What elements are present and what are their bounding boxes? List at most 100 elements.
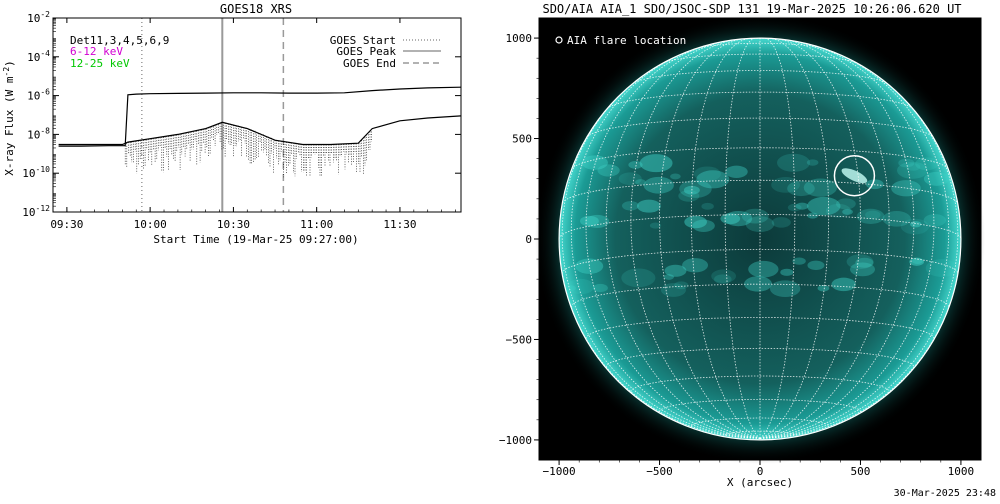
longitude-line bbox=[630, 39, 761, 439]
longitude-line bbox=[561, 74, 761, 439]
aia-y-tick-label: 500 bbox=[512, 133, 532, 146]
goes-x-axis-label: Start Time (19-Mar-25 09:27:00) bbox=[153, 233, 358, 246]
active-region-blob bbox=[580, 215, 599, 227]
active-region-blob bbox=[807, 260, 825, 271]
longitude-line bbox=[724, 38, 761, 439]
active-region-blob bbox=[923, 171, 950, 186]
active-region-blob bbox=[891, 180, 921, 197]
heliographic-grid bbox=[559, 38, 961, 439]
active-region-blob bbox=[639, 154, 673, 173]
longitude-line bbox=[570, 49, 761, 439]
active-region-blob bbox=[684, 215, 707, 229]
active-region-blob bbox=[831, 277, 856, 292]
active-region-blob bbox=[806, 159, 819, 166]
goes-title: GOES18 XRS bbox=[220, 2, 292, 16]
goes-x-tick-label: 09:30 bbox=[50, 218, 83, 231]
longitude-line bbox=[759, 38, 861, 439]
active-region-blob bbox=[592, 283, 608, 293]
longitude-line bbox=[759, 49, 950, 439]
active-region-blob bbox=[923, 214, 947, 227]
goes-axes-frame bbox=[52, 17, 462, 213]
goes-y-tick-label: 10-6 bbox=[27, 88, 50, 103]
active-region-blob bbox=[906, 163, 921, 171]
active-region-blob bbox=[842, 208, 853, 215]
active-region-blob bbox=[585, 214, 610, 228]
active-region-blob bbox=[566, 278, 595, 295]
active-region-blob bbox=[692, 219, 715, 232]
footer-timestamp: 30-Mar-2025 23:48 bbox=[894, 488, 996, 499]
legend-goes-peak: GOES Peak bbox=[336, 45, 396, 58]
aia-x-tick-label: −500 bbox=[646, 465, 673, 478]
goes-y-tick-label: 10-10 bbox=[22, 165, 50, 180]
active-region-blob bbox=[679, 180, 712, 198]
goes-y-tick-label: 10-12 bbox=[22, 204, 50, 219]
aia-y-tick-label: 0 bbox=[525, 233, 532, 246]
latitude-line bbox=[695, 42, 825, 49]
active-region-blob bbox=[711, 269, 737, 283]
active-region-blob bbox=[725, 165, 748, 178]
solar-active-regions bbox=[565, 153, 959, 298]
active-region-blob bbox=[795, 202, 809, 210]
active-region-blob bbox=[635, 179, 646, 186]
aia-y-tick-label: −500 bbox=[506, 333, 533, 346]
active-region-blob bbox=[621, 201, 639, 211]
latitude-line bbox=[586, 117, 934, 138]
aia-x-tick-label: −1000 bbox=[543, 465, 576, 478]
latitude-line bbox=[562, 179, 958, 204]
active-region-blob bbox=[636, 199, 661, 213]
active-region-blob bbox=[865, 210, 881, 220]
active-region-blob bbox=[664, 264, 687, 277]
active-region-blob bbox=[817, 285, 830, 292]
goes-x-tick-label: 10:00 bbox=[134, 218, 167, 231]
goes-x-tick-label: 11:30 bbox=[383, 218, 416, 231]
active-region-blob bbox=[792, 257, 806, 265]
goes-panel: GOES18 XRS 09:30 10:00 10:30 11:00 11:30 10-… bbox=[2, 2, 462, 246]
active-region-blob bbox=[787, 203, 802, 212]
active-region-blob bbox=[724, 210, 753, 227]
legend-goes-end: GOES End bbox=[343, 57, 396, 70]
active-region-blob bbox=[803, 178, 838, 197]
active-region-blob bbox=[910, 221, 922, 228]
latitude-line bbox=[606, 91, 914, 110]
goes-plot-area bbox=[58, 18, 461, 212]
latitude-line bbox=[571, 147, 949, 170]
goes-y-axis-label: X-ray Flux (W m-2) bbox=[2, 60, 16, 176]
active-region-blob bbox=[678, 190, 700, 202]
flare-legend-icon bbox=[555, 36, 563, 44]
longitude-line bbox=[759, 38, 796, 439]
active-region-blob bbox=[649, 222, 662, 229]
active-region-blob bbox=[701, 202, 714, 210]
goes-y-tick-label: 10-8 bbox=[27, 126, 50, 141]
aia-y-tick-label: −1000 bbox=[499, 434, 532, 447]
active-region-blob bbox=[771, 176, 800, 193]
active-region-blob bbox=[741, 208, 769, 224]
flare-brightening bbox=[841, 168, 868, 184]
legend-goes-start: GOES Start bbox=[330, 34, 396, 47]
aia-title: SDO/AIA AIA_1 SDO/JSOC-SDP 131 19-Mar-20… bbox=[542, 2, 961, 16]
aia-y-ticks: −1000 −500 0 500 1000 bbox=[499, 32, 539, 447]
goes-x-tick-label: 11:00 bbox=[300, 218, 333, 231]
active-region-blob bbox=[769, 280, 801, 298]
active-region-blob bbox=[896, 161, 928, 179]
active-region-blob bbox=[807, 212, 819, 219]
active-region-blob bbox=[621, 268, 656, 288]
aia-x-tick-label: 1000 bbox=[948, 465, 975, 478]
active-region-blob bbox=[682, 258, 709, 273]
active-region-blob bbox=[643, 176, 674, 194]
band-high-label: 12-25 keV bbox=[70, 57, 130, 70]
longitude-line bbox=[759, 74, 959, 439]
goes-y-ticks: 10-12 10-10 10-8 10-6 10-4 10-2 bbox=[22, 10, 461, 219]
aia-y-tick-label: 1000 bbox=[506, 32, 533, 45]
aia-x-tick-label: 500 bbox=[851, 465, 871, 478]
longitude-line bbox=[759, 38, 830, 439]
longitude-line bbox=[659, 38, 761, 439]
active-region-blob bbox=[900, 218, 930, 235]
active-region-blob bbox=[748, 260, 779, 278]
active-region-blob bbox=[780, 268, 794, 276]
active-region-blob bbox=[575, 258, 604, 274]
active-region-blob bbox=[744, 276, 772, 292]
active-region-blob bbox=[660, 283, 686, 297]
goes-series-1-line bbox=[58, 115, 461, 146]
aia-x-ticks: −1000 −500 0 500 1000 bbox=[543, 460, 975, 478]
